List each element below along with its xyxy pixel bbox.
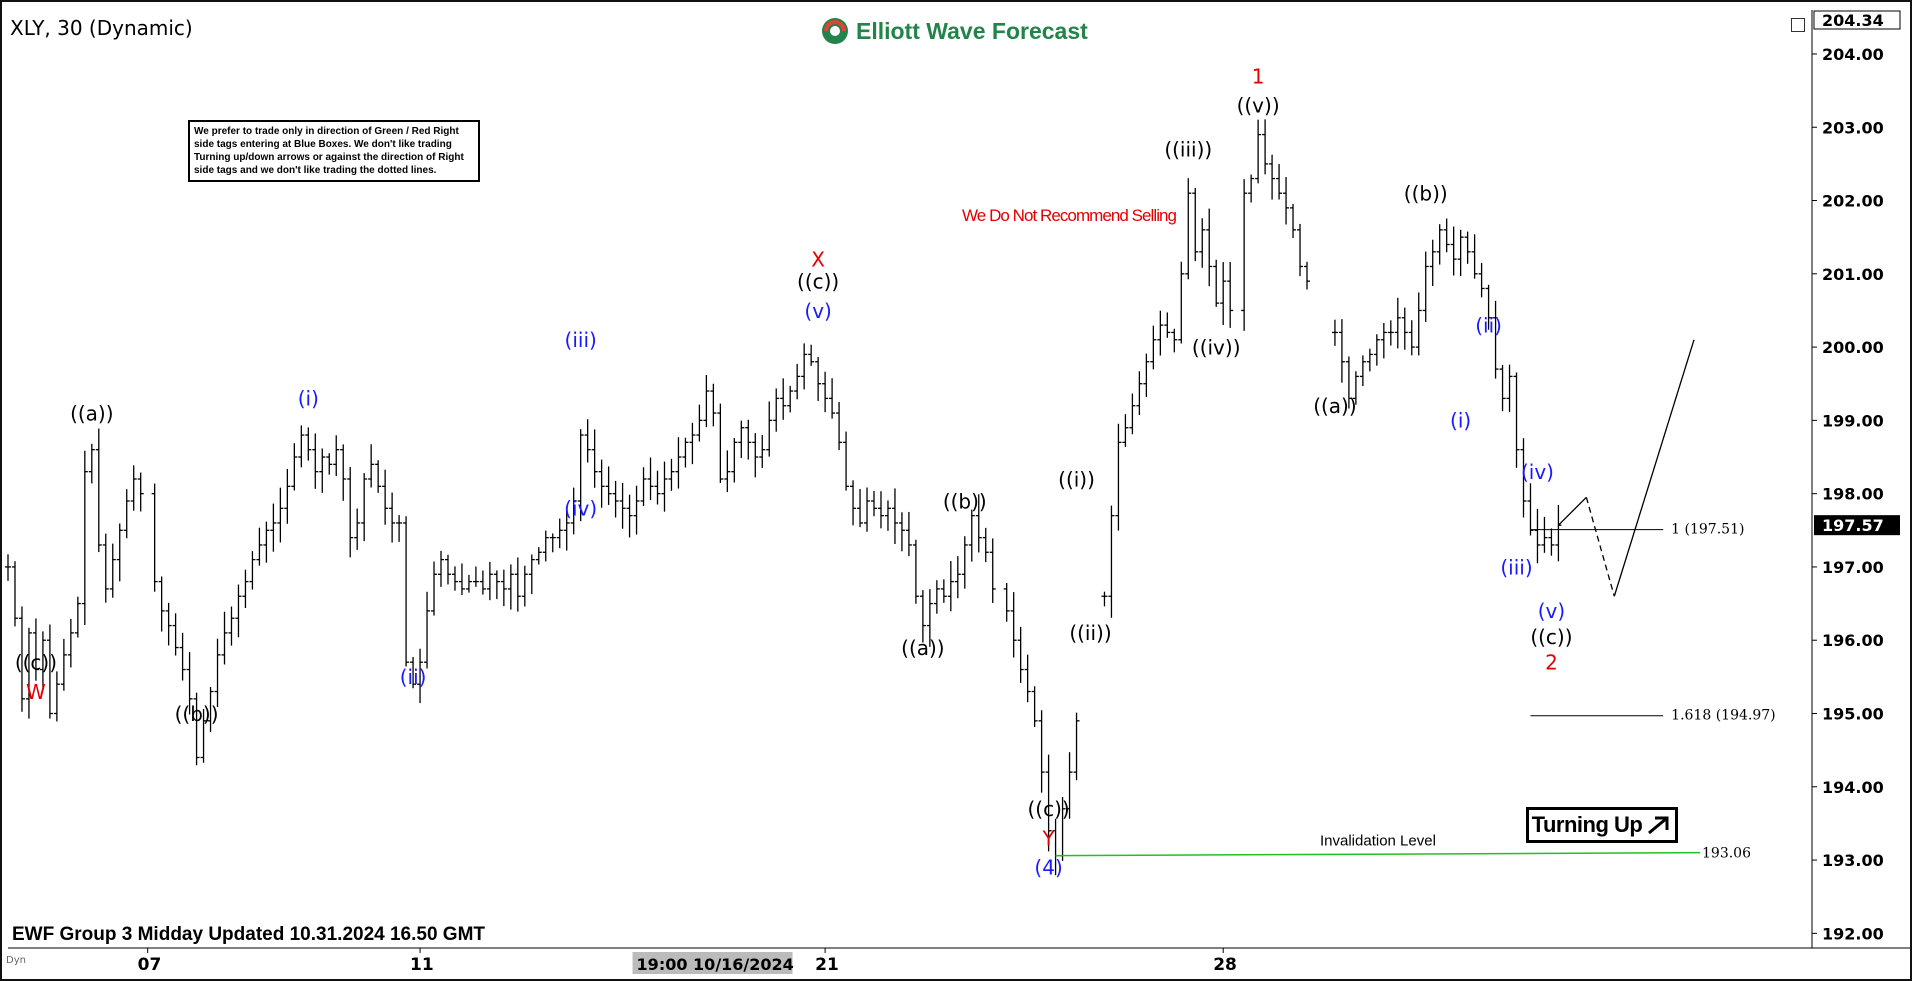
status-dyn: Dyn: [6, 955, 26, 966]
fib-label: 1.618 (194.97): [1671, 708, 1775, 724]
y-tick-label: 193.00: [1822, 851, 1884, 870]
y-tick-label: 202.00: [1822, 192, 1884, 211]
wave-label: Y: [1041, 826, 1055, 850]
wave-label: ((v)): [1237, 94, 1280, 118]
turning-up-badge: Turning Up: [1526, 807, 1678, 843]
arrow-up-right-icon: [1648, 816, 1669, 835]
wave-label: ((a)): [1313, 394, 1356, 418]
wave-label: (ii): [1475, 313, 1502, 337]
wave-label: ((c)): [15, 651, 57, 675]
y-tick-label: 201.00: [1822, 265, 1884, 284]
wave-label: ((b)): [175, 702, 219, 726]
current-price-box: [1814, 515, 1900, 536]
wave-label: ((c)): [1027, 797, 1069, 821]
wave-label: 1: [1252, 64, 1265, 88]
update-footer: EWF Group 3 Midday Updated 10.31.2024 16…: [12, 924, 486, 945]
window-restore-icon[interactable]: [1791, 18, 1805, 32]
x-tick-label: 11: [410, 955, 434, 975]
wave-label: W: [26, 680, 46, 704]
wave-label: ((a)): [70, 401, 113, 425]
y-tick-label: 200.00: [1822, 338, 1884, 357]
invalidation-value: 193.06: [1702, 846, 1751, 862]
logo: Elliott Wave Forecast: [820, 16, 1088, 46]
x-tick-label: 28: [1213, 955, 1237, 975]
wave-label: (iv): [1521, 460, 1554, 484]
wave-label: (i): [1450, 409, 1471, 433]
wave-label: ((c)): [797, 269, 839, 293]
current-price-label: 197.57: [1822, 516, 1884, 535]
wave-label: (iii): [1500, 555, 1532, 579]
projection-segment: [1613, 339, 1695, 597]
wave-label: (ii): [400, 665, 427, 689]
wave-label: ((b)): [1404, 182, 1448, 206]
wave-label: ((ii)): [1069, 621, 1111, 645]
wave-label: 2: [1545, 651, 1558, 675]
y-tick-label: 199.00: [1822, 411, 1884, 430]
fib-label: 1 (197.51): [1671, 522, 1744, 538]
logo-text: Elliott Wave Forecast: [856, 17, 1088, 44]
y-tick-label: 195.00: [1822, 705, 1884, 724]
x-tick-label: 21: [815, 955, 839, 975]
disclaimer-box: We prefer to trade only in direction of …: [188, 120, 480, 182]
y-tick-label: 204.00: [1822, 45, 1884, 64]
wave-label: (v): [1538, 599, 1565, 623]
wave-label: ((iv)): [1192, 335, 1241, 359]
wave-label: (i): [298, 387, 319, 411]
wave-label: ((c)): [1530, 625, 1572, 649]
invalidation-line: [1055, 851, 1701, 857]
wave-label: (iii): [565, 328, 597, 352]
wave-label: ((a)): [901, 636, 944, 660]
x-highlight-label: 19:00 10/16/2024: [637, 955, 794, 974]
wave-label: (iv): [564, 497, 597, 521]
wave-label: ((b)): [943, 489, 987, 513]
wave-label: (v): [804, 299, 831, 323]
y-tick-label: 198.00: [1822, 485, 1884, 504]
turning-up-label: Turning Up: [1531, 812, 1643, 837]
y-tick-label: 194.00: [1822, 778, 1884, 797]
projection-dashed-segment: [1585, 497, 1615, 597]
recommendation-text: We Do Not Recommend Selling: [962, 206, 1177, 225]
x-highlight-box: [632, 952, 793, 974]
price-top-box: [1813, 10, 1901, 30]
invalidation-label: Invalidation Level: [1320, 833, 1436, 850]
projection-segment: [1557, 496, 1587, 526]
y-tick-label: 203.00: [1822, 118, 1884, 137]
wave-label: X: [811, 247, 825, 271]
y-tick-label: 197.00: [1822, 558, 1884, 577]
logo-icon: [822, 18, 848, 44]
price-top-label: 204.34: [1822, 11, 1884, 30]
wave-label: (4): [1034, 856, 1062, 880]
y-tick-label: 196.00: [1822, 631, 1884, 650]
wave-label: ((i)): [1058, 467, 1095, 491]
y-tick-label: 192.00: [1822, 924, 1884, 943]
chart-title: XLY, 30 (Dynamic): [10, 16, 193, 40]
x-tick-label: 07: [138, 955, 162, 975]
wave-label: ((iii)): [1164, 138, 1212, 162]
